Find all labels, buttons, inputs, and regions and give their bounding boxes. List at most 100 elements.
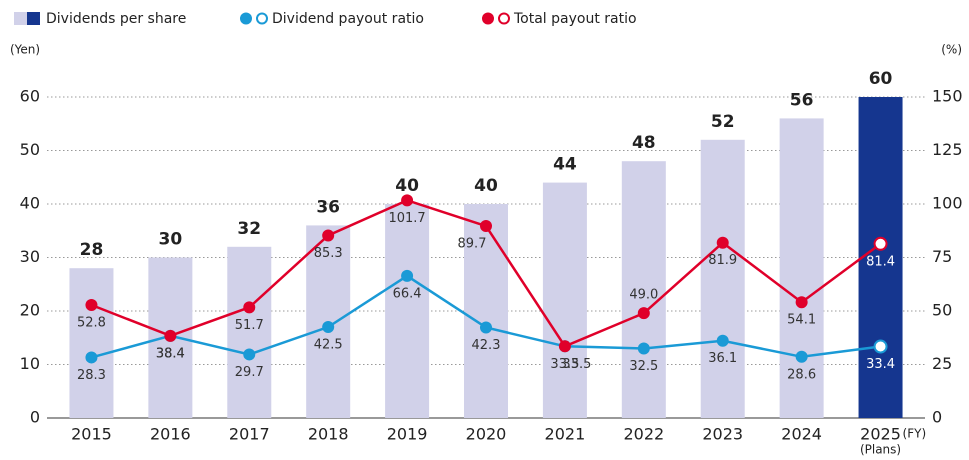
x-tick-label: 2020	[466, 425, 507, 444]
legend-label: Dividends per share	[46, 11, 186, 27]
y2-axis-label: (%)	[941, 43, 962, 57]
value-label: 33.4	[866, 357, 895, 372]
point	[716, 236, 729, 249]
legend-swatch	[14, 12, 27, 25]
y-axis-label: (Yen)	[10, 43, 40, 57]
value-label: 85.3	[314, 246, 343, 261]
bar	[700, 139, 745, 419]
y-tick-label: 60	[20, 87, 40, 106]
legend-swatch	[498, 12, 510, 25]
point	[322, 321, 335, 334]
point	[322, 229, 335, 242]
point	[873, 236, 888, 251]
y2-tick-label: 100	[932, 194, 963, 213]
bar-label: 44	[553, 155, 577, 175]
value-label: 89.7	[458, 237, 487, 252]
value-label: 49.0	[629, 288, 658, 303]
x-tick-label: 2024	[781, 425, 822, 444]
x-tick-label: 2025	[860, 425, 901, 444]
point	[873, 339, 888, 354]
y2-tick-label: 125	[932, 140, 963, 159]
x-tick-label: 2022	[623, 425, 664, 444]
x-unit: (FY)	[903, 427, 927, 441]
bar-label: 56	[790, 90, 814, 110]
value-label: 81.9	[708, 253, 737, 268]
bar	[385, 204, 430, 418]
y-tick-label: 20	[20, 301, 40, 320]
value-label: 42.3	[472, 338, 501, 353]
point	[637, 342, 650, 355]
point	[401, 269, 414, 282]
value-label: 42.5	[314, 338, 343, 353]
bar	[464, 204, 508, 418]
x-tick-label: 2015	[71, 425, 112, 444]
value-label: 52.8	[77, 316, 106, 331]
value-label: 33.5	[562, 357, 591, 372]
x-tick-label: 2021	[545, 425, 586, 444]
point	[164, 329, 177, 342]
y-tick-label: 30	[20, 247, 40, 266]
value-label: 28.6	[787, 367, 816, 382]
value-label: 81.4	[866, 254, 895, 269]
bar-label: 60	[869, 69, 893, 89]
bar-label: 28	[80, 240, 104, 260]
bar-label: 36	[316, 197, 340, 217]
y2-tick-label: 50	[932, 301, 952, 320]
point	[480, 220, 492, 233]
bar	[542, 182, 587, 418]
point	[85, 299, 98, 312]
bar	[621, 161, 666, 418]
legend-swatch	[482, 12, 494, 25]
point	[795, 350, 808, 363]
x-tick-label: 2023	[702, 425, 743, 444]
value-label: 38.4	[156, 346, 185, 361]
point	[795, 296, 808, 309]
y-tick-label: 10	[20, 354, 40, 373]
point	[401, 194, 414, 207]
bar	[858, 97, 903, 418]
legend-label: Dividend payout ratio	[272, 11, 424, 27]
x-tick-label: 2018	[308, 425, 349, 444]
x-tick-label: 2019	[387, 425, 428, 444]
x-note: (Plans)	[860, 443, 901, 457]
value-label: 36.1	[708, 351, 737, 366]
value-label: 101.7	[388, 211, 425, 226]
point	[716, 334, 729, 347]
bar	[227, 246, 272, 418]
point	[243, 348, 256, 361]
x-tick-label: 2016	[150, 425, 191, 444]
bar	[779, 118, 824, 419]
value-label: 28.3	[77, 368, 106, 383]
y2-tick-label: 150	[932, 87, 963, 106]
value-label: 54.1	[787, 313, 816, 328]
point	[480, 321, 492, 334]
value-label: 33.5	[550, 357, 579, 372]
point	[85, 351, 98, 364]
value-label: 51.7	[235, 318, 264, 333]
legend-swatch	[27, 12, 40, 25]
legend-label: Total payout ratio	[513, 11, 637, 27]
value-label: 29.7	[235, 365, 264, 380]
point	[243, 301, 256, 314]
legend-swatch	[256, 12, 268, 25]
legend: Dividends per share Dividend payout ratio…	[14, 11, 637, 27]
y-tick-label: 50	[20, 140, 40, 159]
bar-label: 40	[474, 176, 498, 196]
y-tick-label: 0	[30, 408, 40, 427]
x-tick-label: 2017	[229, 425, 270, 444]
point	[558, 340, 571, 353]
y-tick-label: 40	[20, 194, 40, 213]
bar-label: 52	[711, 112, 735, 132]
bar-label: 40	[395, 176, 419, 196]
bar-label: 48	[632, 133, 656, 153]
value-label: 38.4	[156, 346, 185, 361]
bar-label: 32	[237, 219, 261, 239]
legend-swatch	[240, 12, 252, 25]
y2-tick-label: 25	[932, 354, 952, 373]
y2-tick-label: 0	[932, 408, 942, 427]
value-label: 66.4	[393, 286, 422, 301]
value-label: 32.5	[629, 359, 658, 374]
bar	[69, 268, 114, 418]
point	[637, 307, 650, 320]
